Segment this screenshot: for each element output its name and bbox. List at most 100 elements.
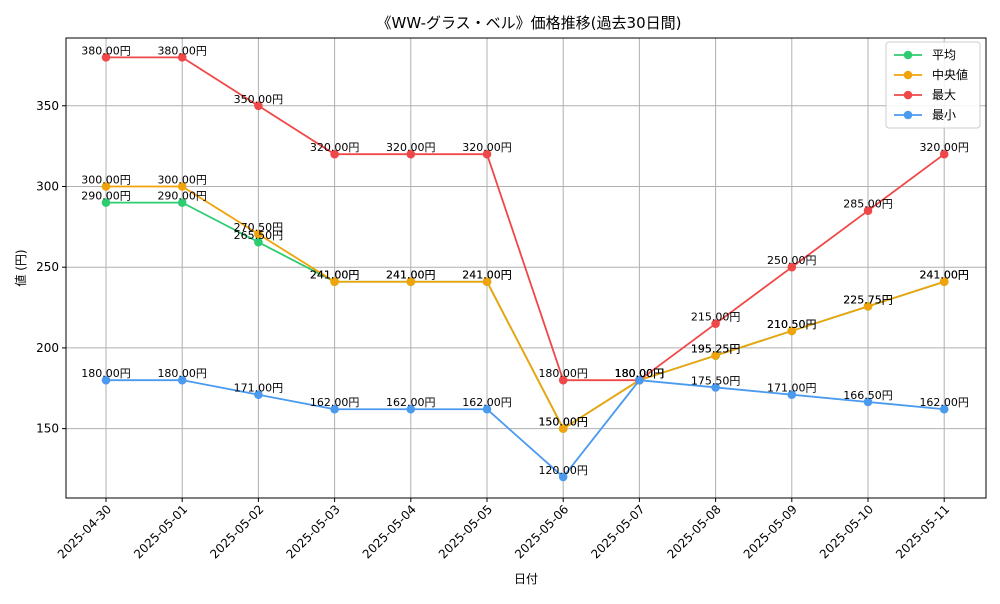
data-point bbox=[711, 383, 720, 392]
data-label: 195.25円 bbox=[691, 343, 741, 356]
data-label: 380.00円 bbox=[157, 44, 207, 57]
data-label: 180.00円 bbox=[157, 367, 207, 380]
data-label: 215.00円 bbox=[691, 311, 741, 324]
data-label: 241.00円 bbox=[386, 269, 436, 282]
data-label: 250.00円 bbox=[767, 254, 817, 267]
legend-marker bbox=[903, 50, 913, 60]
data-label: 241.00円 bbox=[919, 269, 969, 282]
data-label: 241.00円 bbox=[462, 269, 512, 282]
data-point bbox=[330, 149, 339, 159]
data-label: 180.00円 bbox=[615, 367, 665, 380]
data-point bbox=[406, 149, 416, 159]
x-axis-title: 日付 bbox=[514, 572, 538, 586]
data-label: 195.25円 bbox=[691, 343, 741, 356]
data-label: 210.50円 bbox=[767, 318, 817, 331]
data-label: 150.00円 bbox=[538, 416, 588, 429]
data-label: 241.00円 bbox=[310, 269, 360, 282]
data-point bbox=[254, 101, 263, 111]
data-label: 180.00円 bbox=[81, 367, 131, 380]
data-label: 180.00円 bbox=[615, 367, 665, 380]
y-tick-label: 200 bbox=[36, 341, 59, 355]
data-point bbox=[101, 182, 111, 191]
data-point bbox=[482, 277, 492, 287]
data-label: 180.00円 bbox=[538, 367, 588, 380]
data-label: 150.00円 bbox=[538, 416, 588, 429]
data-point bbox=[635, 375, 644, 385]
data-point bbox=[101, 375, 111, 385]
y-tick-label: 300 bbox=[36, 179, 59, 193]
data-point bbox=[177, 375, 187, 385]
data-point bbox=[787, 262, 797, 272]
data-point bbox=[254, 229, 263, 239]
data-label: 320.00円 bbox=[386, 141, 436, 154]
y-tick-label: 150 bbox=[36, 422, 59, 436]
data-label: 285.00円 bbox=[843, 198, 893, 211]
legend-label: 最大 bbox=[932, 88, 956, 102]
data-label: 180.00円 bbox=[615, 367, 665, 380]
data-point bbox=[711, 351, 720, 360]
data-label: 265.50円 bbox=[234, 229, 284, 242]
data-labels: 290.00円 290.00円 265.50円 241.00円 241.00円 241.0… bbox=[81, 44, 969, 477]
data-label: 350.00円 bbox=[234, 93, 284, 106]
data-label: 162.00円 bbox=[310, 396, 360, 409]
data-point bbox=[177, 53, 187, 62]
data-label: 171.00円 bbox=[767, 382, 817, 395]
data-point bbox=[787, 326, 797, 336]
data-label: 270.50円 bbox=[234, 221, 284, 234]
legend-label: 中央値 bbox=[932, 67, 968, 82]
data-point bbox=[177, 198, 187, 207]
data-point bbox=[939, 404, 949, 414]
data-point bbox=[482, 149, 492, 159]
data-label: 241.00円 bbox=[462, 269, 512, 282]
data-point bbox=[787, 390, 797, 400]
data-point bbox=[939, 149, 949, 159]
plot-frame bbox=[65, 37, 987, 499]
data-point bbox=[558, 472, 568, 482]
data-label: 225.75円 bbox=[843, 293, 893, 306]
data-point bbox=[558, 375, 568, 385]
data-point bbox=[101, 53, 111, 62]
data-label: 300.00円 bbox=[81, 173, 131, 186]
chart-title: 《WW-グラス・ベル》価格推移(過去30日間) bbox=[377, 14, 682, 32]
legend-marker bbox=[903, 70, 913, 80]
data-label: 210.50円 bbox=[767, 318, 817, 331]
data-label: 380.00円 bbox=[81, 44, 131, 57]
data-label: 241.00円 bbox=[919, 269, 969, 282]
data-label: 290.00円 bbox=[157, 190, 207, 203]
data-label: 290.00円 bbox=[81, 190, 131, 203]
data-label: 225.75円 bbox=[843, 293, 893, 306]
data-point bbox=[406, 277, 416, 287]
data-label: 320.00円 bbox=[462, 141, 512, 154]
data-label: 162.00円 bbox=[462, 396, 512, 409]
data-point bbox=[330, 404, 339, 414]
series-line bbox=[106, 379, 945, 478]
data-point bbox=[177, 182, 187, 191]
legend-label: 最小 bbox=[932, 108, 956, 122]
data-label: 162.00円 bbox=[919, 396, 969, 409]
data-point bbox=[863, 302, 873, 311]
legend-marker bbox=[903, 110, 913, 120]
legend-marker bbox=[903, 90, 913, 100]
data-point bbox=[863, 397, 873, 407]
data-label: 171.00円 bbox=[234, 382, 284, 395]
data-point bbox=[558, 424, 568, 433]
y-tick-label: 250 bbox=[36, 260, 59, 274]
data-label: 175.50円 bbox=[691, 374, 741, 387]
data-label: 180.00円 bbox=[615, 367, 665, 380]
data-label: 320.00円 bbox=[919, 141, 969, 154]
data-label: 300.00円 bbox=[157, 173, 207, 186]
data-label: 241.00円 bbox=[310, 269, 360, 282]
data-label: 162.00円 bbox=[386, 396, 436, 409]
series-line bbox=[106, 56, 945, 382]
data-label: 120.00円 bbox=[538, 464, 588, 477]
data-label: 241.00円 bbox=[386, 269, 436, 282]
data-point bbox=[482, 404, 492, 414]
legend-label: 平均 bbox=[932, 48, 956, 62]
y-axis-title: 値 (円) bbox=[13, 249, 28, 286]
data-point bbox=[330, 277, 339, 287]
data-point bbox=[254, 390, 263, 400]
